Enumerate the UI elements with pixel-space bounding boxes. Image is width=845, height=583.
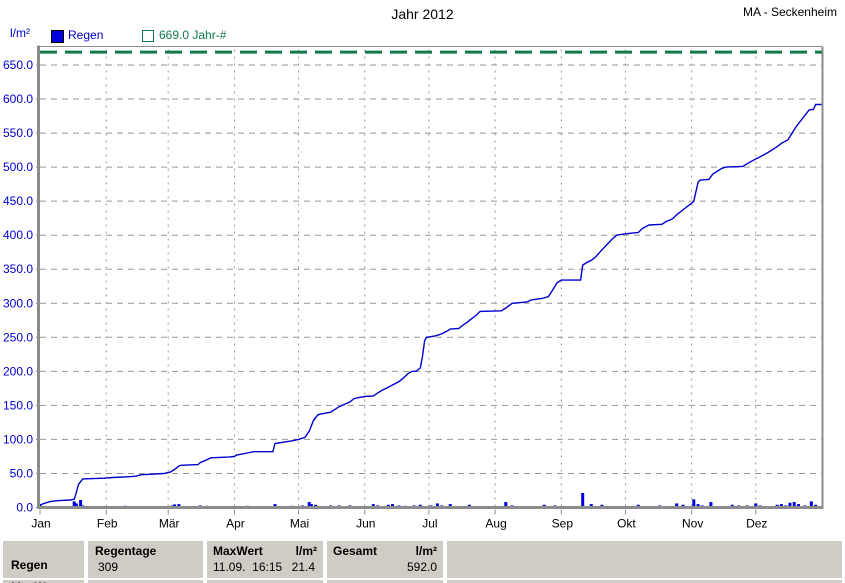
- daily-rain-bar: [692, 499, 696, 508]
- summary-row2-cell-2: [88, 580, 203, 583]
- daily-rain-bar: [796, 504, 800, 508]
- daily-rain-bar: [448, 504, 452, 508]
- daily-rain-bar: [581, 492, 585, 508]
- month-label: Nov: [682, 517, 703, 531]
- daily-rain-bar: [371, 504, 375, 508]
- summary-row-label: Regen: [11, 558, 48, 572]
- y-tick-label: 250.0: [3, 330, 33, 344]
- daily-rain-bar: [675, 503, 679, 508]
- daily-rain-bar: [74, 503, 78, 508]
- gesamt-unit: l/m²: [415, 544, 437, 558]
- daily-rain-bar: [788, 502, 792, 508]
- summary-cell-series: Regen: [3, 541, 84, 578]
- daily-rain-bar: [435, 503, 439, 508]
- maxwert-header: MaxWert: [213, 544, 263, 558]
- summary-cell-empty: [447, 541, 842, 578]
- daily-rain-bar: [72, 501, 76, 508]
- daily-rain-bar: [177, 504, 181, 508]
- y-tick-label: 0.0: [16, 501, 33, 515]
- daily-rain-bar: [792, 502, 796, 508]
- y-tick-label: 450.0: [3, 194, 33, 208]
- y-tick-label: 350.0: [3, 262, 33, 276]
- month-label: Mär: [159, 517, 180, 531]
- gesamt-value: 592.0: [406, 560, 437, 574]
- month-label: Aug: [485, 517, 506, 531]
- daily-rain-bar: [79, 500, 83, 508]
- summary-cell-gesamt: Gesamt l/m² 592.0: [327, 541, 443, 578]
- month-label: Mai: [290, 517, 309, 531]
- regentage-value: 309: [98, 560, 119, 574]
- y-tick-label: 300.0: [3, 296, 33, 310]
- daily-rain-bar: [307, 502, 311, 508]
- month-label: Feb: [97, 517, 118, 531]
- maxwert-datetime: 11.09. 16:15: [213, 560, 283, 574]
- month-label: Apr: [226, 517, 245, 531]
- maxwert-value: 21.4: [291, 560, 315, 574]
- rain-chart-plot: 0.0 50.0 100.0 150.0 200.0 250.0 300.0 350.0 400…: [3, 45, 824, 531]
- regen-legend-label: Regen: [68, 28, 104, 42]
- summary-row2-label: MaxWert: [11, 580, 61, 583]
- summary-row2-cell-5: [447, 580, 842, 583]
- y-tick-label: 50.0: [10, 466, 34, 480]
- y-tick-label: 200.0: [3, 364, 33, 378]
- y-tick-label: 100.0: [3, 432, 33, 446]
- page-title: Jahr 2012: [391, 6, 454, 22]
- daily-rain-bar: [173, 504, 177, 508]
- reference-legend-label: 669.0 Jahr-#: [159, 28, 227, 42]
- cumulative-rain-line: [39, 103, 822, 507]
- gesamt-header: Gesamt: [333, 544, 378, 558]
- regen-legend-swatch-icon: [51, 30, 64, 43]
- daily-rain-bar: [809, 501, 813, 508]
- y-tick-label: 650.0: [3, 58, 33, 72]
- summary-cell-regentage: Regentage 309: [88, 541, 203, 578]
- y-tick-label: 500.0: [3, 160, 33, 174]
- month-label: Dez: [746, 517, 767, 531]
- daily-rain-bar: [309, 504, 313, 508]
- maxwert-unit: l/m²: [295, 544, 317, 558]
- month-label: Jan: [31, 517, 50, 531]
- month-label: Jun: [356, 517, 375, 531]
- regentage-header: Regentage: [95, 544, 157, 558]
- summary-cell-maxwert: MaxWert l/m² 11.09. 16:15 21.4: [207, 541, 323, 578]
- month-label: Sep: [552, 517, 574, 531]
- daily-rain-bar: [754, 503, 758, 508]
- month-label: Okt: [617, 517, 636, 531]
- y-tick-label: 550.0: [3, 126, 33, 140]
- summary-row2-cell-label: MaxWert: [3, 580, 84, 583]
- y-tick-label: 600.0: [3, 92, 33, 106]
- daily-rain-bar: [779, 504, 783, 508]
- daily-rain-bar: [589, 504, 593, 508]
- station-label: MA - Seckenheim: [742, 5, 837, 19]
- daily-rain-bar: [504, 502, 508, 508]
- daily-rain-bar: [273, 504, 277, 508]
- summary-row2-cell-4: [327, 580, 443, 583]
- daily-rain-bar: [709, 502, 713, 508]
- y-axis-unit-label: l/m²: [10, 26, 30, 40]
- daily-rain-bar: [391, 504, 395, 508]
- y-tick-label: 150.0: [3, 398, 33, 412]
- daily-rain-bar: [696, 504, 700, 508]
- summary-row2-cell-3: [207, 580, 323, 583]
- month-label: Jul: [422, 517, 437, 531]
- reference-legend-swatch-icon: [142, 30, 154, 42]
- y-tick-label: 400.0: [3, 228, 33, 242]
